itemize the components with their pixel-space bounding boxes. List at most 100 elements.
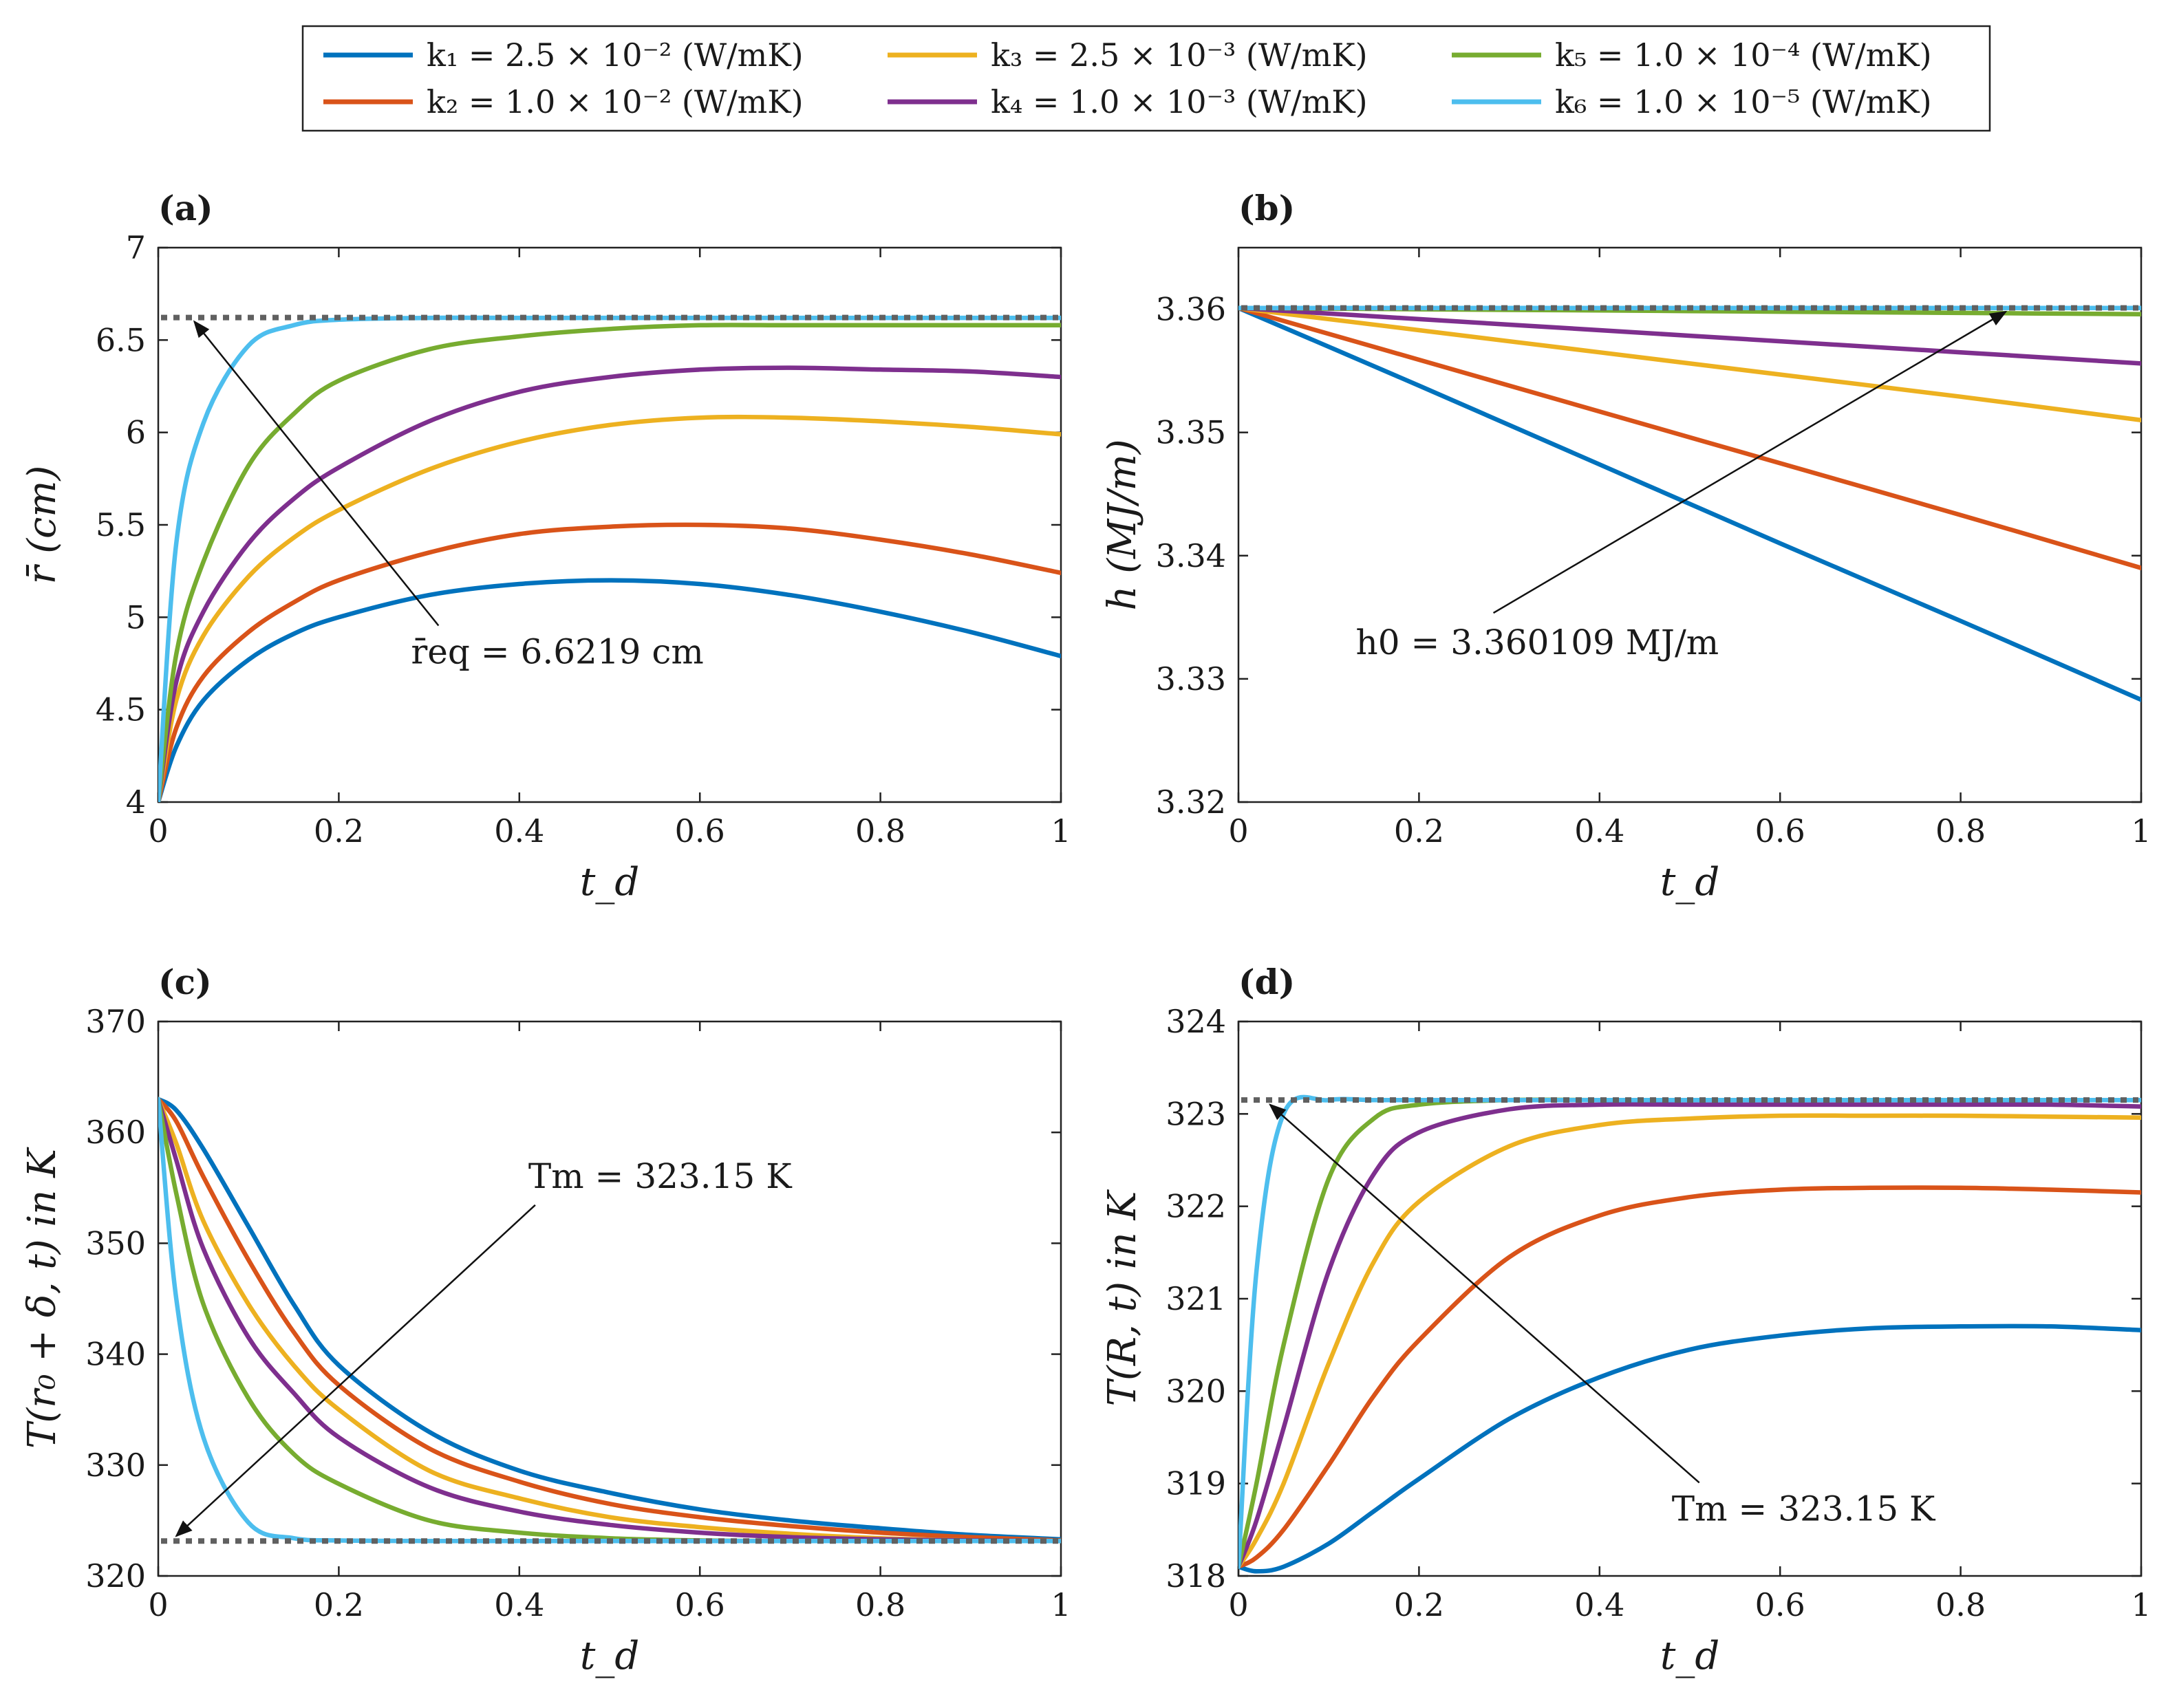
- x-tick-label: 1: [2131, 1586, 2151, 1623]
- x-axis-label: t_d: [580, 860, 639, 905]
- panel-b: 0 0.2 0.4 0.6 0.8 1 3.32 3.33 3.34 3.35 3.36 t_d h (…: [1100, 188, 2151, 905]
- x-tick-label: 1: [1051, 1586, 1071, 1623]
- series-line-k1: [1238, 1323, 2141, 1574]
- x-tick-label: 0.4: [1574, 1586, 1624, 1623]
- annotation-label: h0 = 3.360109 MJ/m: [1356, 623, 1719, 662]
- x-axis-label: t_d: [580, 1634, 639, 1678]
- y-tick-label: 330: [85, 1447, 146, 1484]
- legend: k₁ = 2.5 × 10⁻² (W/mK) k₂ = 1.0 × 10⁻² (W…: [301, 25, 1991, 132]
- legend-label-k1: k₁ = 2.5 × 10⁻² (W/mK): [427, 36, 804, 74]
- y-tick-label: 3.35: [1156, 414, 1226, 451]
- annotation-label: Tm = 323.15 K: [528, 1156, 793, 1196]
- x-tick-label: 0: [1228, 1586, 1248, 1623]
- legend-box: [301, 25, 1991, 132]
- x-tick-label: 0.8: [1935, 812, 1986, 850]
- annotation-arrow: [1492, 310, 2008, 614]
- panel-label: (d): [1238, 962, 1295, 1002]
- annotation-label: r̄eq = 6.6219 cm: [411, 632, 703, 672]
- annotation-arrow: [175, 1204, 536, 1537]
- y-tick-label: 3.34: [1156, 537, 1226, 574]
- y-tick-label: 3.33: [1156, 660, 1226, 698]
- x-tick-label: 0.6: [675, 812, 725, 850]
- legend-label-k5: k₅ = 1.0 × 10⁻⁴ (W/mK): [1555, 36, 1932, 74]
- y-tick-label: 3.32: [1156, 783, 1226, 821]
- y-tick-label: 320: [1166, 1372, 1226, 1409]
- series-line-k2: [158, 1096, 1061, 1543]
- x-axis-label: t_d: [1660, 860, 1719, 905]
- panel-label: (a): [158, 188, 213, 228]
- panel-label: (b): [1238, 188, 1295, 228]
- annotation-arrow: [1269, 1103, 1700, 1484]
- panel-a: 0 0.2 0.4 0.6 0.8 1 4 4.5 5 5.5 6 6.5 7 t_d r̄ (cm) (a)…: [20, 188, 1071, 905]
- x-tick-label: 1: [1051, 812, 1071, 850]
- panel-c: 0 0.2 0.4 0.6 0.8 1 320 330 340 350 360 370 t_d T(r₀ …: [20, 962, 1071, 1678]
- series-group: [1238, 305, 2141, 702]
- y-tick-label: 5: [126, 598, 146, 636]
- series-line-k2: [1238, 305, 2141, 570]
- axes-box: [157, 1020, 1062, 1577]
- series-line-k3: [1238, 1113, 2141, 1569]
- panels: 0 0.2 0.4 0.6 0.8 1 4 4.5 5 5.5 6 6.5 7 t_d r̄ (cm) (a)…: [20, 188, 2151, 1678]
- axes-box: [1237, 246, 2143, 803]
- x-tick-label: 0.2: [314, 1586, 364, 1623]
- legend-label-k2: k₂ = 1.0 × 10⁻² (W/mK): [427, 83, 804, 120]
- x-tick-label: 0: [148, 1586, 168, 1623]
- series-line-k2: [158, 522, 1061, 802]
- x-tick-label: 0.8: [855, 1586, 905, 1623]
- x-tick-label: 0.4: [1574, 812, 1624, 850]
- y-tick-label: 319: [1166, 1465, 1226, 1502]
- y-tick-label: 6: [126, 414, 146, 451]
- x-tick-label: 0.4: [494, 812, 544, 850]
- x-tick-label: 0.2: [314, 812, 364, 850]
- panel-d: 0 0.2 0.4 0.6 0.8 1 318 319 320 321 322 323 324 t_d T(…: [1100, 962, 2151, 1678]
- panel-label: (c): [158, 962, 212, 1002]
- y-tick-label: 340: [85, 1336, 146, 1373]
- y-tick-label: 323: [1166, 1095, 1226, 1132]
- series-line-k5: [158, 323, 1061, 802]
- y-tick-label: 320: [85, 1557, 146, 1595]
- legend-label-k6: k₆ = 1.0 × 10⁻⁵ (W/mK): [1555, 83, 1932, 120]
- series-line-k1: [158, 578, 1061, 802]
- legend-label-k4: k₄ = 1.0 × 10⁻³ (W/mK): [991, 83, 1368, 120]
- series-line-k2: [1238, 1185, 2141, 1569]
- series-line-k1: [1238, 305, 2141, 702]
- x-tick-label: 0.6: [675, 1586, 725, 1623]
- x-tick-label: 0: [1228, 812, 1248, 850]
- x-tick-label: 0.4: [494, 1586, 544, 1623]
- x-axis-label: t_d: [1660, 1634, 1719, 1678]
- y-tick-label: 3.36: [1156, 291, 1226, 328]
- y-tick-label: 5.5: [96, 506, 146, 543]
- x-tick-label: 0.6: [1755, 812, 1805, 850]
- y-tick-label: 370: [85, 1003, 146, 1040]
- x-tick-label: 0.2: [1394, 1586, 1444, 1623]
- series-group: [158, 315, 1061, 802]
- y-axis-label: h (MJ/m): [1100, 439, 1145, 610]
- x-tick-label: 0.6: [1755, 1586, 1805, 1623]
- legend-label-k3: k₃ = 2.5 × 10⁻³ (W/mK): [991, 36, 1368, 74]
- x-tick-label: 0.8: [1935, 1586, 1986, 1623]
- y-tick-label: 4.5: [96, 691, 146, 728]
- y-tick-label: 321: [1166, 1280, 1226, 1317]
- y-tick-label: 322: [1166, 1188, 1226, 1225]
- series-line-k4: [1238, 1102, 2141, 1569]
- series-line-k4: [1238, 305, 2141, 366]
- annotation-arrow: [193, 320, 440, 627]
- y-axis-label: r̄ (cm): [20, 466, 65, 585]
- y-tick-label: 360: [85, 1114, 146, 1151]
- y-axis-label: T(r₀ + δ, t) in K: [20, 1147, 65, 1449]
- x-tick-label: 0: [148, 812, 168, 850]
- series-line-k3: [1238, 305, 2141, 423]
- x-tick-label: 0.2: [1394, 812, 1444, 850]
- y-tick-label: 350: [85, 1224, 146, 1262]
- series-line-k3: [158, 414, 1061, 802]
- y-tick-label: 4: [126, 783, 146, 821]
- y-axis-label: T(R, t) in K: [1100, 1189, 1145, 1406]
- annotation-label: Tm = 323.15 K: [1672, 1489, 1936, 1528]
- x-tick-label: 0.8: [855, 812, 905, 850]
- y-tick-label: 324: [1166, 1003, 1226, 1040]
- series-line-k4: [158, 365, 1061, 802]
- series-line-k1: [158, 1096, 1061, 1542]
- y-tick-label: 318: [1166, 1557, 1226, 1595]
- y-tick-label: 6.5: [96, 321, 146, 358]
